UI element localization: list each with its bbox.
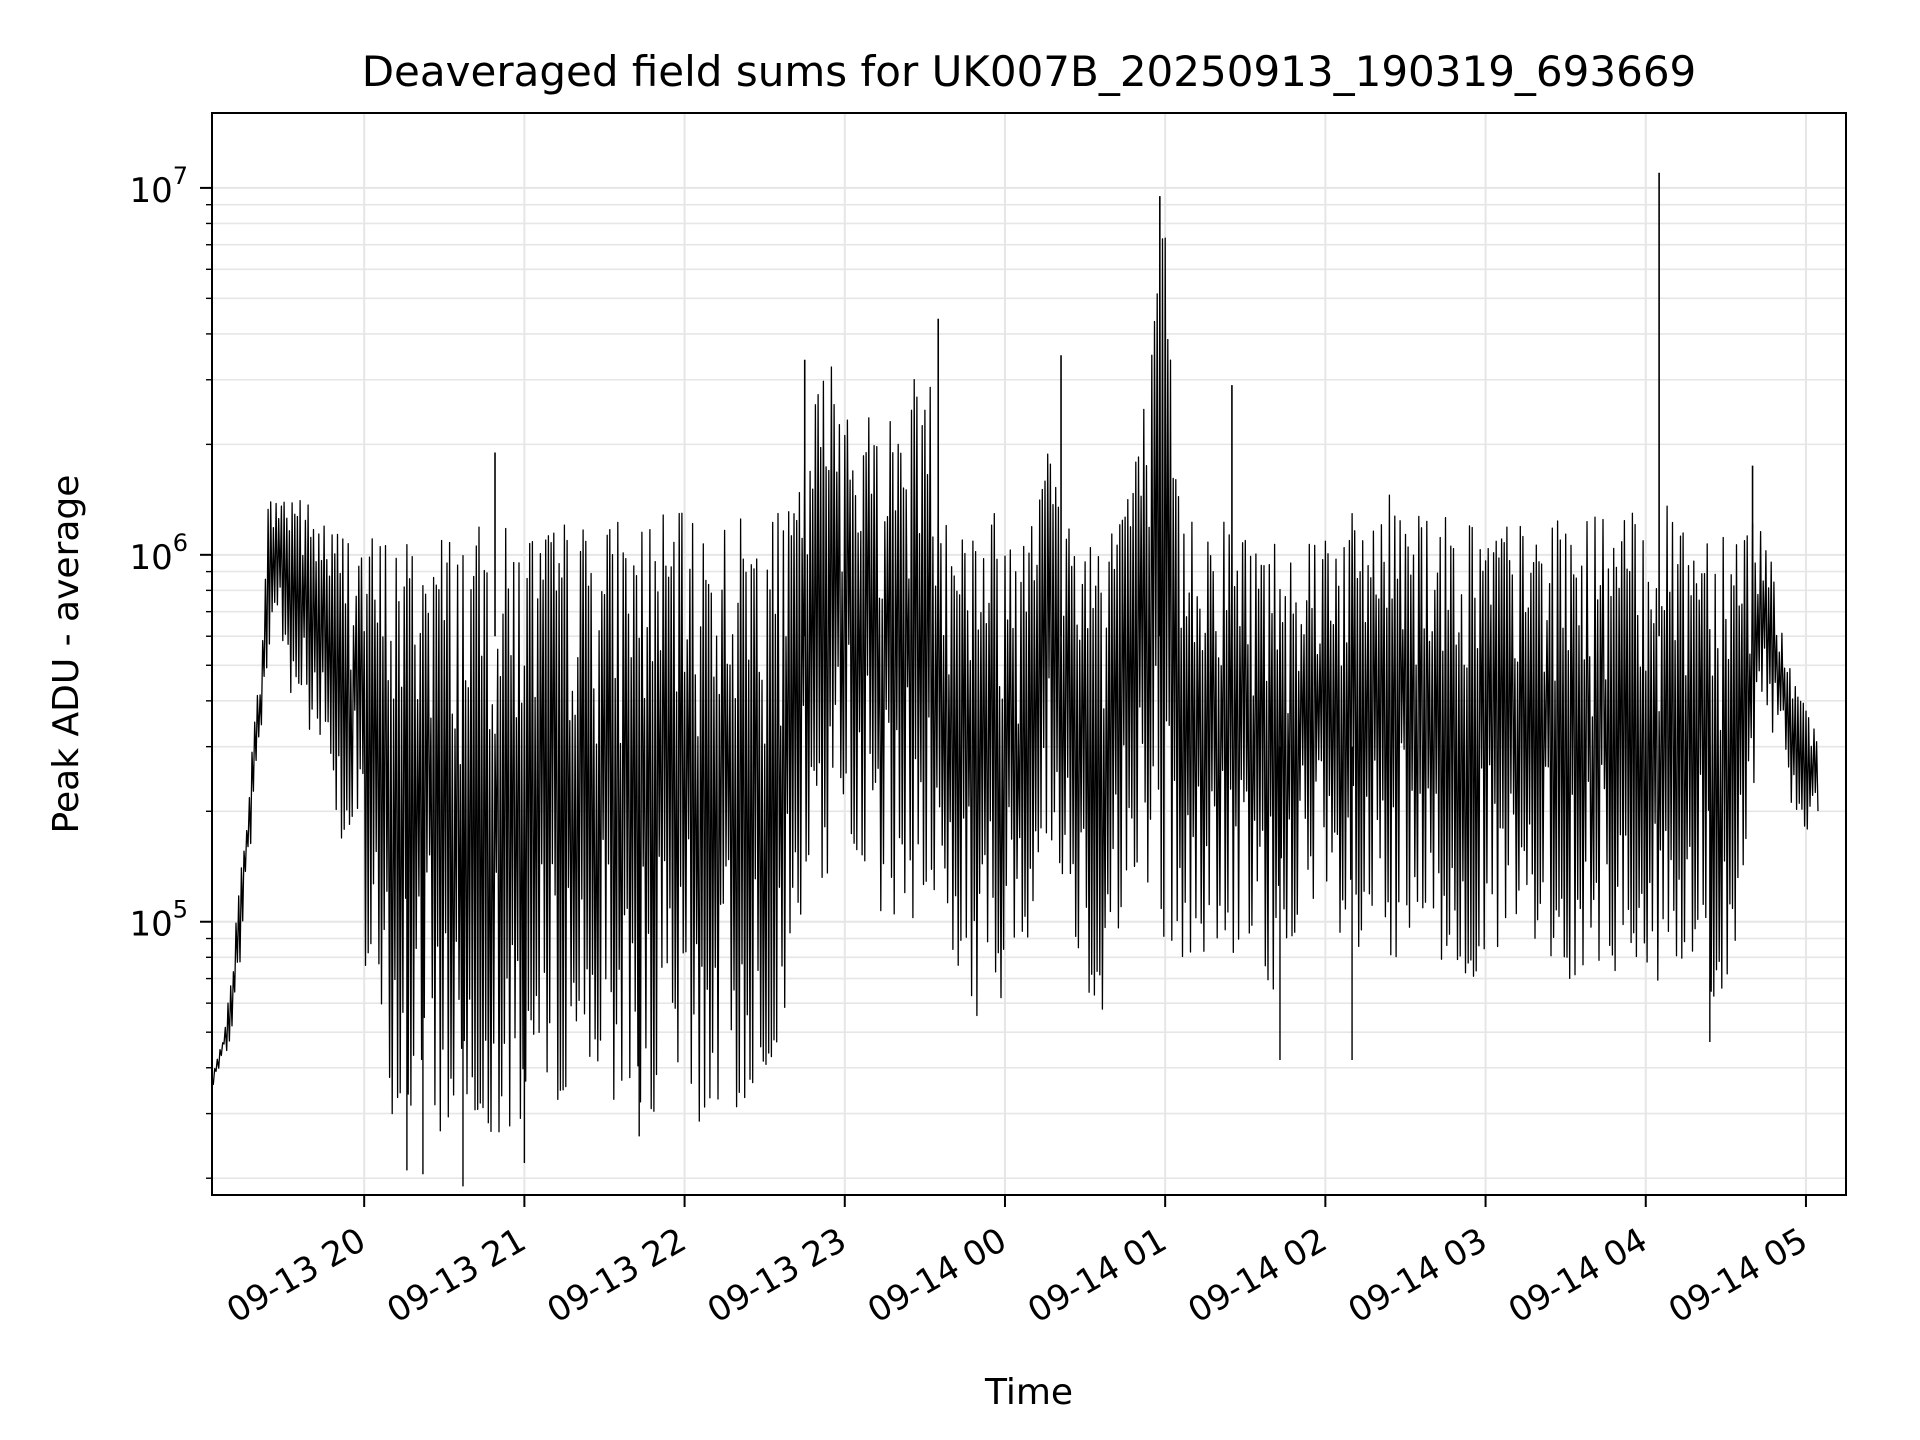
- y-tick-label: 106: [129, 529, 188, 578]
- y-axis-label: Peak ADU - average: [46, 475, 87, 834]
- chart-title: Deaveraged field sums for UK007B_2025091…: [362, 47, 1697, 96]
- x-axis-label: Time: [984, 1372, 1073, 1413]
- y-tick-label: 107: [129, 162, 188, 211]
- y-tick-label-exponent: 6: [173, 529, 188, 557]
- y-tick-label-base: 10: [129, 905, 172, 945]
- y-tick-label: 105: [129, 896, 188, 945]
- series-line: [211, 237, 1819, 1133]
- plot-frame: [211, 112, 1847, 1196]
- y-tick-label-base: 10: [129, 171, 172, 211]
- series-layer: [211, 172, 1819, 1187]
- y-tick-label-base: 10: [129, 538, 172, 578]
- y-tick-label-exponent: 7: [173, 162, 188, 190]
- y-tick-label-exponent: 5: [173, 896, 188, 924]
